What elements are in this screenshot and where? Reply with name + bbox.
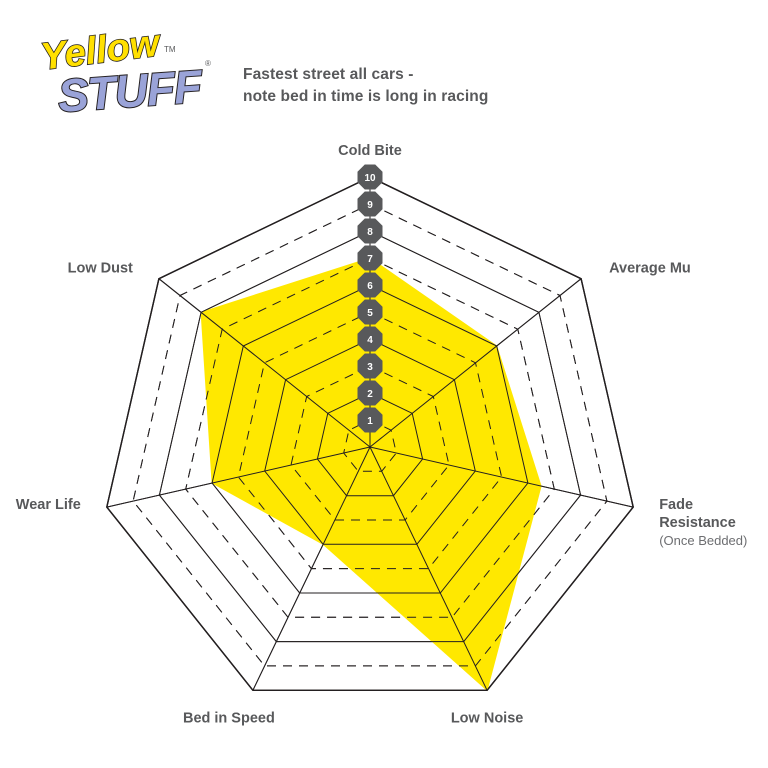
tick-badge-shape (357, 353, 383, 379)
tick-badge-label: 10 (364, 173, 376, 184)
radar-tick-badges: 1 2 3 4 5 6 7 8 9 10 (357, 164, 383, 433)
tick-badge-shape (357, 380, 383, 406)
svg-text:STUFF: STUFF (56, 60, 205, 122)
tick-badge-shape (357, 164, 383, 190)
radar-tick-badge-3: 3 (357, 353, 383, 379)
radar-spoke-2 (369, 446, 634, 508)
radar-ring-3 (290, 365, 450, 521)
radar-tick-badge-4: 4 (357, 326, 383, 352)
title-line-1: Fastest street all cars - (243, 66, 414, 83)
axis-label-average-mu: Average Mu (609, 261, 691, 277)
logo-registered: ® (205, 59, 211, 68)
tick-badge-label: 7 (367, 254, 373, 265)
radar-tick-badge-7: 7 (357, 245, 383, 271)
radar-series-polygon (200, 257, 542, 692)
yellowstuff-logo: Yellow STUFF TM ® (32, 24, 222, 134)
radar-ring-8 (158, 230, 582, 643)
radar-grid-rings (106, 176, 634, 691)
radar-ring-1 (343, 419, 397, 472)
radar-series-yellowstuff (200, 257, 542, 692)
axis-label-bed-in-speed: Bed in Speed (183, 710, 275, 726)
tick-badge-label: 2 (367, 389, 373, 400)
radar-tick-badge-5: 5 (357, 299, 383, 325)
tick-badge-label: 8 (367, 227, 373, 238)
tick-badge-label: 1 (367, 416, 373, 427)
tick-badge-shape (357, 191, 383, 217)
axis-sublabel-fade-resistance: (Once Bedded) (659, 533, 747, 548)
axis-label-wear-life: Wear Life (16, 497, 81, 513)
radar-tick-badge-8: 8 (357, 218, 383, 244)
tick-badge-label: 9 (367, 200, 373, 211)
radar-spoke-6 (158, 278, 371, 448)
logo-word-bottom: STUFF (55, 59, 206, 123)
tick-badge-shape (357, 218, 383, 244)
title-line-2: note bed in time is long in racing (243, 88, 489, 106)
axis-label-low-dust: Low Dust (68, 261, 133, 277)
radar-spoke-3 (369, 446, 488, 691)
radar-tick-badge-9: 9 (357, 191, 383, 217)
radar-tick-badge-6: 6 (357, 272, 383, 298)
tick-badge-label: 4 (367, 335, 373, 346)
axis-label-cold-bite: Cold Bite (338, 143, 402, 159)
radar-spoke-4 (252, 446, 371, 691)
logo-tm: TM (164, 45, 176, 54)
radar-tick-badge-2: 2 (357, 380, 383, 406)
radar-ring-4 (264, 338, 476, 545)
tick-badge-shape (357, 407, 383, 433)
radar-tick-badge-1: 1 (357, 407, 383, 433)
tick-badge-shape (357, 245, 383, 271)
radar-ring-9 (132, 203, 608, 667)
axis-label-low-noise: Low Noise (451, 710, 524, 726)
tick-badge-shape (357, 299, 383, 325)
radar-axis-labels: Cold Bite Average Mu Fade Resistance (Once B… (16, 143, 748, 726)
radar-spoke-5 (106, 446, 371, 508)
axis-label-fade-resistance: Fade (659, 497, 693, 513)
radar-tick-badge-10: 10 (357, 164, 383, 190)
radar-ring-6 (211, 284, 529, 594)
radar-spoke-1 (369, 278, 582, 448)
radar-ring-2 (316, 392, 424, 497)
tick-badge-shape (357, 272, 383, 298)
tick-badge-shape (357, 326, 383, 352)
tick-badge-label: 3 (367, 362, 373, 373)
axis-label-fade-resistance: Resistance (659, 515, 736, 531)
radar-ring-5 (237, 311, 503, 570)
page-title: Fastest street all cars - note bed in ti… (243, 64, 573, 109)
tick-badge-label: 6 (367, 281, 373, 292)
radar-ring-10 (106, 176, 634, 691)
tick-badge-label: 5 (367, 308, 373, 319)
